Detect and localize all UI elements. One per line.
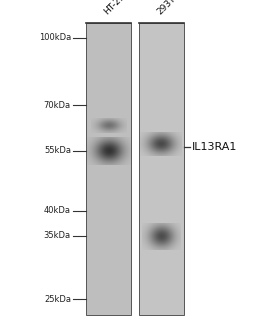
Text: HT-29: HT-29 [102, 0, 127, 17]
Text: 100kDa: 100kDa [39, 34, 71, 43]
Text: 25kDa: 25kDa [44, 295, 71, 304]
Text: 70kDa: 70kDa [44, 100, 71, 110]
Text: 55kDa: 55kDa [44, 146, 71, 155]
Text: IL13RA1: IL13RA1 [191, 142, 237, 152]
Text: 293T: 293T [155, 0, 177, 17]
Bar [86, 23, 131, 315]
Bar [139, 23, 184, 315]
Text: 35kDa: 35kDa [44, 231, 71, 240]
Text: 40kDa: 40kDa [44, 206, 71, 215]
